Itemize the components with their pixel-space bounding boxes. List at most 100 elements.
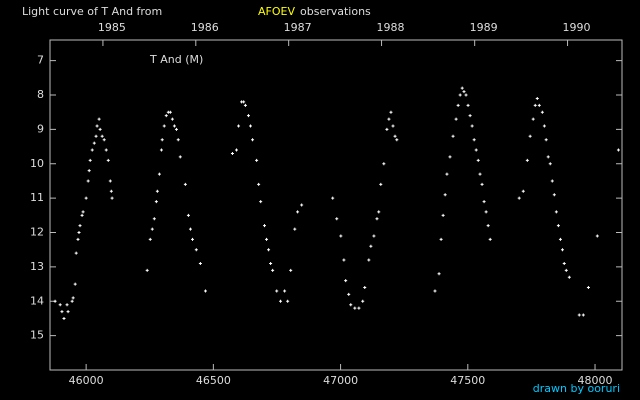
annotation: T And (M) (149, 53, 203, 66)
data-point (353, 306, 357, 310)
data-point (194, 248, 198, 252)
data-point (58, 303, 62, 307)
data-point (482, 200, 486, 204)
y-tick-label: 14 (30, 294, 44, 307)
y-tick-label: 12 (30, 226, 44, 239)
data-point (275, 289, 279, 293)
data-point (448, 155, 452, 159)
data-point (160, 138, 164, 142)
data-point (464, 93, 468, 97)
data-point (488, 237, 492, 241)
data-point (97, 117, 101, 121)
data-point (562, 261, 566, 265)
data-point (84, 196, 88, 200)
data-point (65, 303, 69, 307)
data-point (157, 172, 161, 176)
data-point (357, 306, 361, 310)
data-point (347, 292, 351, 296)
data-point (155, 189, 159, 193)
data-point (544, 138, 548, 142)
data-point (243, 103, 247, 107)
y-tick-label: 15 (30, 329, 44, 342)
chart-title: Light curve of T And from (22, 5, 162, 18)
data-point (331, 196, 335, 200)
data-point (533, 103, 537, 107)
data-point (106, 158, 110, 162)
data-point (466, 103, 470, 107)
data-point (71, 296, 75, 300)
data-point (178, 155, 182, 159)
data-point (349, 303, 353, 307)
data-point (525, 158, 529, 162)
data-point (183, 182, 187, 186)
data-point (441, 213, 445, 217)
x-tick-label: 47000 (323, 374, 358, 387)
data-point (90, 148, 94, 152)
data-point (393, 134, 397, 138)
data-point (100, 134, 104, 138)
data-point (460, 86, 464, 90)
data-point (484, 210, 488, 214)
data-point (474, 148, 478, 152)
data-point (62, 316, 66, 320)
data-point (476, 158, 480, 162)
data-point (70, 299, 74, 303)
data-point (102, 138, 106, 142)
data-point (581, 313, 585, 317)
x2-tick-label: 1990 (563, 21, 591, 34)
data-point (267, 248, 271, 252)
data-point (257, 182, 261, 186)
data-point (470, 124, 474, 128)
data-point (152, 217, 156, 221)
title-suffix: observations (300, 5, 371, 18)
data-point (439, 237, 443, 241)
data-point (472, 138, 476, 142)
data-point (458, 93, 462, 97)
data-point (344, 279, 348, 283)
data-point (159, 148, 163, 152)
data-point (521, 189, 525, 193)
data-point (154, 200, 158, 204)
y-tick-label: 10 (30, 157, 44, 170)
data-point (162, 124, 166, 128)
data-point (542, 124, 546, 128)
data-point (87, 169, 91, 173)
data-point (564, 268, 568, 272)
y-tick-label: 7 (37, 54, 44, 67)
data-point (454, 117, 458, 121)
data-point (186, 213, 190, 217)
data-point (363, 286, 367, 289)
data-point (531, 117, 535, 121)
data-point (616, 148, 620, 152)
data-point (98, 127, 102, 131)
data-point (387, 117, 391, 121)
data-point (300, 203, 304, 207)
data-point (478, 172, 482, 176)
data-point (456, 103, 460, 107)
data-point (86, 179, 90, 183)
data-point (251, 138, 255, 142)
data-point (296, 210, 300, 214)
data-point (537, 103, 541, 107)
data-point (286, 299, 290, 303)
data-point (77, 231, 81, 234)
data-point (548, 162, 552, 166)
y-tick-label: 8 (37, 88, 44, 101)
data-point (468, 114, 472, 118)
data-point (595, 234, 599, 238)
title-source: AFOEV (258, 5, 295, 18)
data-point (148, 237, 152, 241)
credit: drawn by ooruri (533, 382, 620, 395)
data-point (443, 193, 447, 197)
data-point (369, 244, 373, 248)
data-point (249, 124, 253, 128)
data-point (486, 224, 490, 228)
data-point (269, 261, 273, 265)
data-point (259, 200, 263, 204)
data-point (237, 124, 241, 128)
data-point (391, 124, 395, 128)
data-point (289, 268, 293, 272)
data-point (335, 217, 339, 221)
data-point (552, 193, 556, 197)
